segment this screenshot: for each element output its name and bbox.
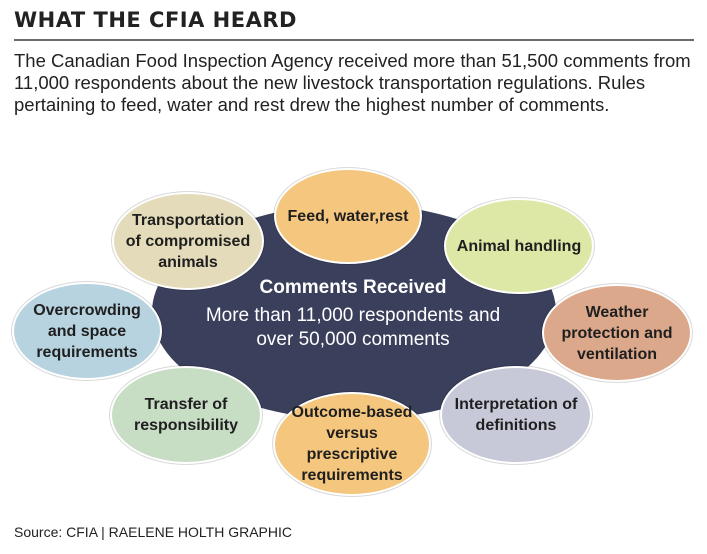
graphic-title: WHAT THE CFIA HEARD (14, 8, 297, 32)
hub-body: More than 11,000 respondents and over 50… (205, 305, 501, 350)
hub-text: Comments Received More than 11,000 respo… (200, 276, 506, 352)
node-feed-water-rest: Feed, water,rest (274, 168, 422, 264)
title-divider (14, 39, 694, 41)
node-overcrowding: Overcrowding and space requirements (12, 282, 162, 380)
node-outcome-based: Outcome-based versus prescriptive requir… (273, 392, 431, 496)
intro-paragraph: The Canadian Food Inspection Agency rece… (14, 50, 691, 115)
node-weather-protection: Weather protection and ventilation (542, 284, 692, 382)
source-credit: Source: CFIA | RAELENE HOLTH GRAPHIC (14, 524, 293, 540)
node-transportation-compromised: Transportation of compromised animals (112, 192, 264, 290)
node-interpretation-definitions: Interpretation of definitions (440, 366, 592, 464)
node-animal-handling: Animal handling (444, 198, 594, 294)
node-transfer-responsibility: Transfer of responsibility (110, 366, 262, 464)
hub-heading: Comments Received (259, 277, 447, 298)
